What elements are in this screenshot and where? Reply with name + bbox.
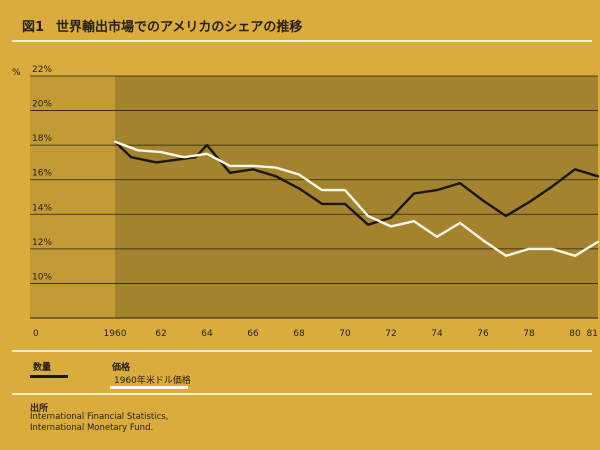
y-tick-label: 10% — [32, 272, 52, 282]
rule-top-source — [12, 393, 592, 395]
x-tick-label: 72 — [385, 329, 396, 339]
x-tick-label: 1960 — [104, 329, 127, 339]
title-text: 世界輸出市場でのアメリカのシェアの推移 — [56, 20, 303, 35]
x-tick-label: 64 — [201, 329, 213, 339]
x-tick-label: 68 — [293, 329, 305, 339]
source-line-1: International Financial Statistics, — [30, 412, 169, 422]
legend-quantity-label: 数量 — [33, 363, 52, 373]
y-tick-label: 18% — [32, 134, 52, 144]
x-tick-label: 74 — [431, 329, 443, 339]
y-tick-label: 14% — [32, 203, 52, 213]
rule-top-legend — [12, 350, 592, 352]
y-tick-label: 16% — [32, 169, 52, 179]
y-tick-label: 22% — [32, 65, 52, 75]
legend-price-sublabel: 1960年米ドル価格 — [114, 376, 191, 386]
y-tick-label: 20% — [32, 100, 52, 110]
chart-title: 図1 世界輸出市場でのアメリカのシェアの推移 — [22, 16, 302, 35]
x-tick-label: 78 — [523, 329, 535, 339]
series-price-line — [113, 140, 600, 258]
legend-price-label: 価格 — [112, 363, 131, 373]
title-bar: 図1 世界輸出市場でのアメリカのシェアの推移 — [12, 6, 592, 42]
legend-price-swatch — [110, 386, 188, 389]
legend-quantity-swatch — [30, 375, 68, 378]
x-tick-label: 81 — [587, 329, 598, 339]
figure-label: 図1 — [22, 20, 45, 35]
x-tick-label: 70 — [339, 329, 351, 339]
series-quantity-line — [113, 140, 600, 226]
x-tick-label: 80 — [569, 329, 581, 339]
x-tick-label: 62 — [155, 329, 166, 339]
x-tick-label: 76 — [477, 329, 489, 339]
source-line-2: International Monetary Fund. — [30, 423, 154, 433]
y-tick-label: 12% — [32, 238, 52, 248]
source-title: 出所 — [30, 404, 49, 414]
x-tick-label: 66 — [247, 329, 259, 339]
plot-shaded-region — [115, 76, 598, 318]
origin-label: 0 — [33, 329, 39, 339]
y-axis-unit: % — [12, 68, 21, 78]
